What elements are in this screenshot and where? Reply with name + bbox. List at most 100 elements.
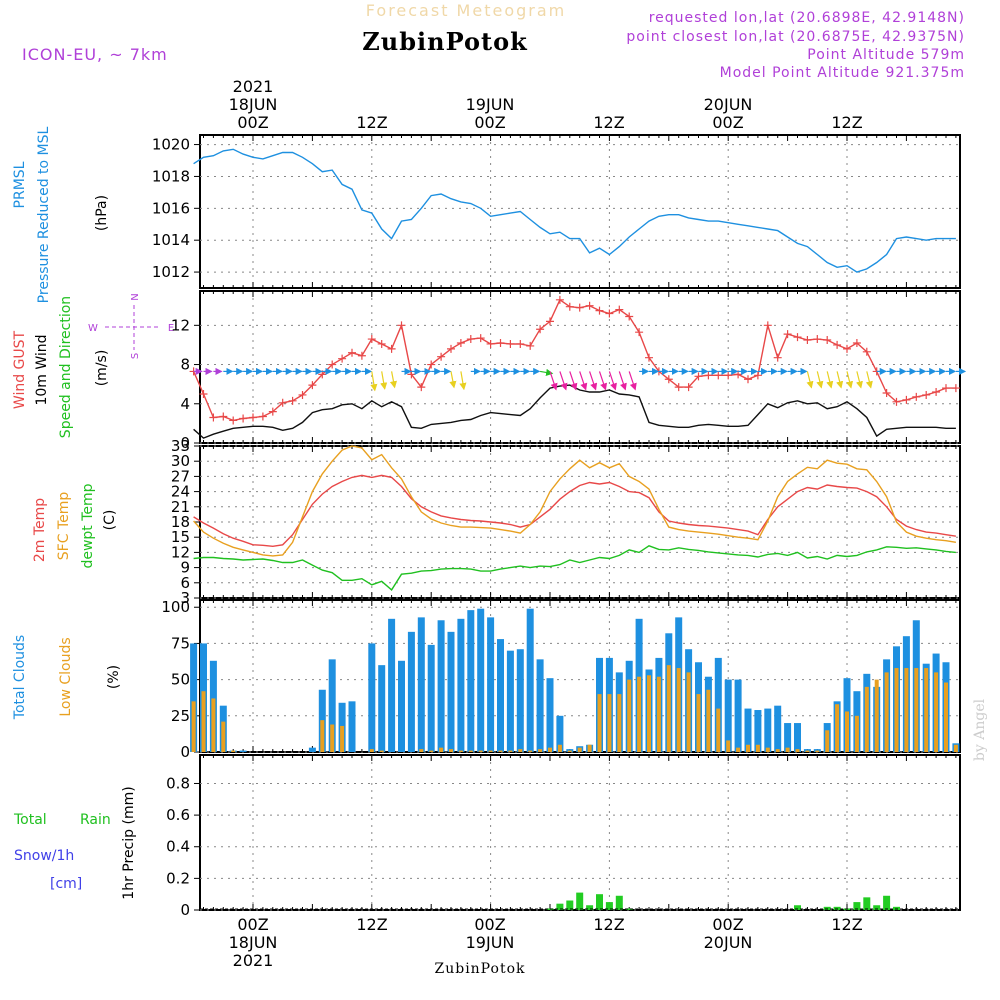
gust-point — [456, 338, 465, 347]
series-line-wind-gust — [192, 298, 956, 422]
gust-point — [447, 344, 455, 353]
rain-bar — [566, 900, 574, 910]
y-tick-label: 100 — [161, 598, 190, 616]
gust-point — [397, 321, 406, 330]
gust-point — [219, 412, 228, 421]
total-cloud-bar — [239, 750, 247, 752]
low-cloud-bar — [676, 668, 681, 752]
low-cloud-bar — [755, 744, 760, 752]
low-cloud-bar — [647, 675, 651, 752]
low-cloud-bar — [746, 744, 750, 752]
low-cloud-bar — [201, 691, 206, 752]
gust-point — [833, 340, 842, 349]
wind-arrow — [579, 371, 588, 391]
low-cloud-bar — [538, 749, 543, 752]
rain-bar — [586, 905, 594, 910]
rain-bar — [615, 895, 623, 910]
low-cloud-bar — [340, 725, 345, 752]
gust-point — [278, 398, 287, 407]
compass-south: S — [130, 353, 141, 359]
label-total: Total — [13, 812, 47, 828]
total-cloud-bar — [407, 631, 415, 752]
gust-point — [288, 396, 297, 405]
low-cloud-bar — [567, 750, 572, 752]
y-tick-label: 0.4 — [166, 838, 190, 856]
label-dewpt-temp: dewpt Temp — [80, 483, 96, 568]
total-cloud-bar — [764, 708, 772, 752]
series-line-sfc-temp — [193, 445, 957, 557]
total-cloud-bar — [506, 650, 514, 752]
gust-point — [823, 336, 832, 345]
low-cloud-bar — [825, 730, 830, 752]
y-tick-label: 3 — [180, 589, 190, 607]
gust-point — [615, 305, 624, 314]
y-tick-label: 0.6 — [166, 806, 190, 824]
series-line-2m-temp — [193, 474, 957, 548]
low-cloud-bar — [953, 744, 958, 752]
low-cloud-bar — [548, 747, 552, 752]
low-cloud-bar — [369, 749, 374, 752]
wind-arrow — [389, 371, 398, 389]
label-prmsl: PRMSL — [12, 161, 28, 208]
rain-bar — [853, 902, 861, 910]
gust-point — [555, 295, 564, 304]
bottom-hour-6: 12Z — [831, 915, 862, 934]
gust-point — [258, 412, 267, 421]
y-tick-label: 1014 — [152, 231, 190, 249]
wind-arrow — [826, 371, 834, 389]
bottom-hour-4: 12Z — [593, 915, 624, 934]
bottom-date-2: 19JUN — [466, 933, 515, 952]
label-celsius: (C) — [102, 510, 118, 531]
total-cloud-bar — [714, 657, 722, 752]
gust-point — [338, 354, 347, 363]
gust-point — [536, 325, 545, 334]
gust-point — [852, 338, 861, 347]
low-cloud-bar — [726, 740, 731, 752]
gust-point — [635, 328, 644, 337]
low-cloud-bar — [488, 750, 493, 752]
low-cloud-bar — [785, 747, 790, 752]
gust-point — [328, 360, 337, 369]
bottom-hour-2: 12Z — [356, 915, 387, 934]
low-cloud-bar — [528, 750, 533, 752]
low-cloud-bar — [736, 747, 741, 752]
rain-bar — [873, 905, 881, 910]
rain-bar — [893, 906, 900, 910]
label-snow: Snow/1h — [14, 848, 74, 864]
gust-point — [239, 414, 248, 423]
gust-point — [546, 317, 554, 326]
gust-point — [387, 344, 396, 353]
y-tick-label: 4 — [180, 395, 190, 413]
low-cloud-bar — [211, 698, 216, 752]
total-cloud-bar — [348, 701, 356, 752]
wind-arrow — [836, 371, 844, 389]
total-cloud-bar — [467, 610, 475, 752]
gust-point — [932, 388, 941, 397]
low-cloud-bar — [508, 750, 513, 752]
y-tick-label: 30 — [171, 452, 190, 470]
low-cloud-bar — [478, 750, 483, 752]
low-cloud-bar — [231, 750, 236, 752]
label-ms: (m/s) — [94, 350, 110, 387]
y-tick-label: 1020 — [152, 136, 190, 154]
total-cloud-bar — [724, 679, 732, 752]
gust-point — [486, 339, 495, 348]
gust-point — [803, 336, 812, 345]
total-cloud-bar — [457, 618, 465, 752]
gust-point — [674, 383, 683, 392]
label-2m-temp: 2m Temp — [32, 498, 48, 562]
total-cloud-bar — [734, 679, 742, 752]
wind-arrow — [549, 371, 558, 391]
low-cloud-bar — [944, 682, 948, 752]
gust-point — [427, 360, 436, 369]
total-cloud-bar — [556, 715, 564, 752]
total-cloud-bar — [378, 665, 386, 752]
low-cloud-bar — [686, 672, 691, 752]
gust-point — [783, 330, 792, 339]
panel-frame-precipitation — [199, 754, 961, 911]
y-tick-label: 1016 — [152, 199, 190, 217]
low-cloud-bar — [557, 744, 562, 752]
low-cloud-bar — [904, 668, 909, 752]
gust-point — [753, 371, 762, 380]
low-cloud-bar — [864, 686, 869, 752]
